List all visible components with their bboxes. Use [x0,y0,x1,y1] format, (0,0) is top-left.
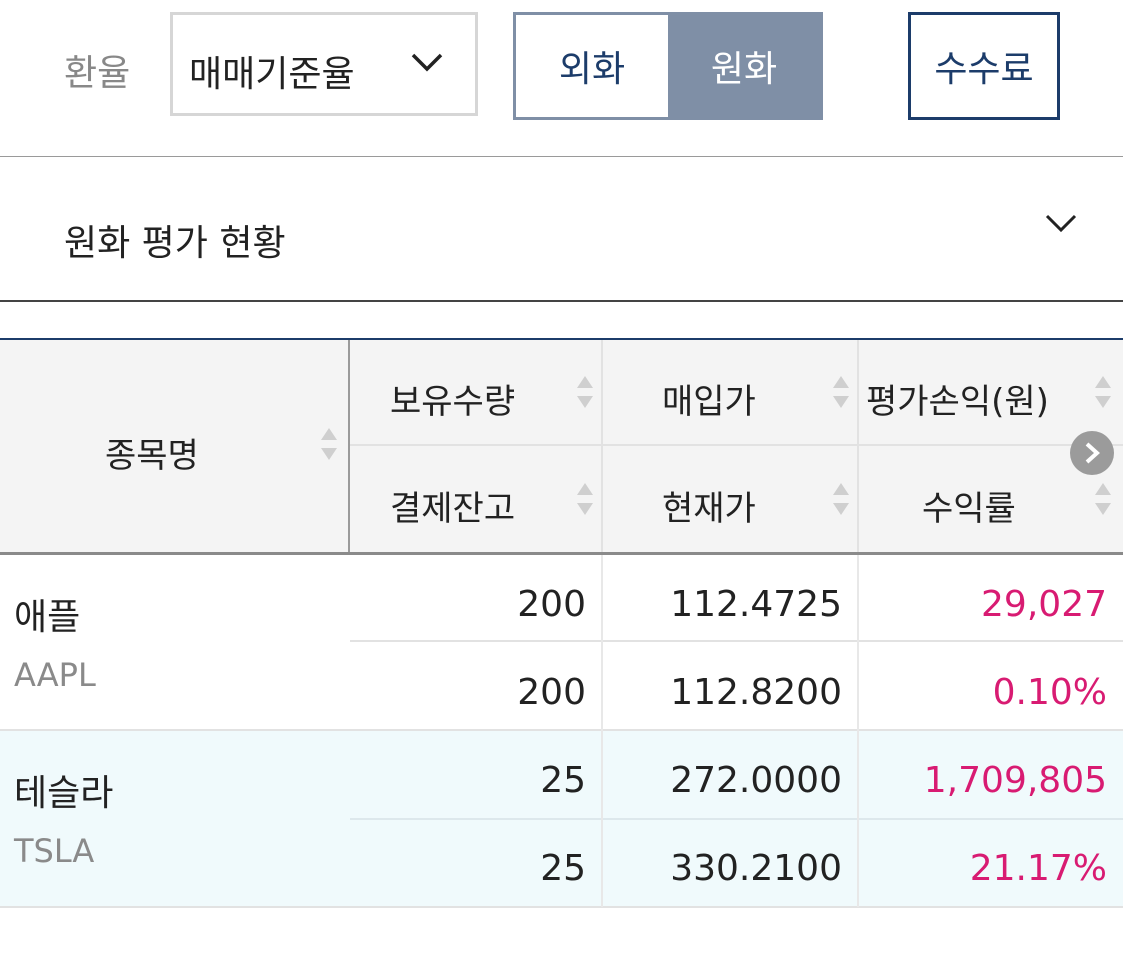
sort-icon[interactable] [576,481,594,517]
current-price: 112.8200 [670,672,842,713]
toolbar: 환율 매매기준율 외화 원화 수수료 [0,0,1123,156]
return-rate: 0.10% [992,672,1107,713]
exchange-rate-select[interactable]: 매매기준율 [170,12,478,116]
exchange-rate-select-value: 매매기준율 [189,54,355,95]
stock-ticker: TSLA [14,832,95,870]
purchase-price: 112.4725 [670,584,842,625]
scroll-right-button[interactable] [1070,431,1114,475]
header-holding-qty[interactable]: 보유수량 [390,382,516,422]
row-divider [350,818,1123,820]
chevron-right-icon [1085,442,1100,464]
return-rate: 21.17% [969,848,1107,889]
holding-qty: 200 [517,584,586,625]
divider [0,156,1123,157]
settlement-balance: 200 [517,672,586,713]
settlement-balance: 25 [540,848,586,889]
krw-currency-tab[interactable]: 원화 [668,15,820,117]
chevron-down-icon[interactable] [1043,212,1079,236]
sort-icon[interactable] [832,481,850,517]
row-divider [350,640,1123,642]
holding-qty: 25 [540,760,586,801]
sort-icon[interactable] [320,426,338,462]
sort-icon[interactable] [576,374,594,410]
table-top-border [0,338,1123,340]
section-title: 원화 평가 현황 [64,223,286,264]
header-settlement-balance[interactable]: 결제잔고 [390,489,516,529]
row-divider [0,729,1123,731]
table-row[interactable] [0,555,1123,730]
column-divider [601,340,603,552]
header-profit-loss[interactable]: 평가손익(원) [866,382,1049,422]
header-row-divider [350,444,1123,446]
chevron-down-icon [411,53,443,72]
sort-icon[interactable] [1094,481,1112,517]
exchange-rate-label: 환율 [64,53,131,94]
profit-loss: 1,709,805 [923,760,1107,801]
stock-name: 애플 [14,597,81,638]
table-header [0,340,1123,552]
current-price: 330.2100 [670,848,842,889]
profit-loss: 29,027 [981,584,1107,625]
header-bottom-border [0,552,1123,555]
column-divider [857,555,859,907]
divider [0,300,1123,302]
column-divider [601,555,603,907]
sort-icon[interactable] [1094,374,1112,410]
header-current-price[interactable]: 현재가 [662,489,756,529]
stock-name: 테슬라 [14,773,114,814]
column-divider [857,340,859,552]
stock-ticker: AAPL [14,656,96,694]
currency-toggle: 외화 원화 [513,12,823,120]
sort-icon[interactable] [832,374,850,410]
row-divider [0,906,1123,908]
header-return-rate[interactable]: 수익률 [922,489,1016,529]
fee-button[interactable]: 수수료 [908,12,1060,120]
foreign-currency-tab[interactable]: 외화 [516,15,668,117]
header-purchase-price[interactable]: 매입가 [662,382,756,422]
purchase-price: 272.0000 [670,760,842,801]
header-name[interactable]: 종목명 [105,436,199,476]
